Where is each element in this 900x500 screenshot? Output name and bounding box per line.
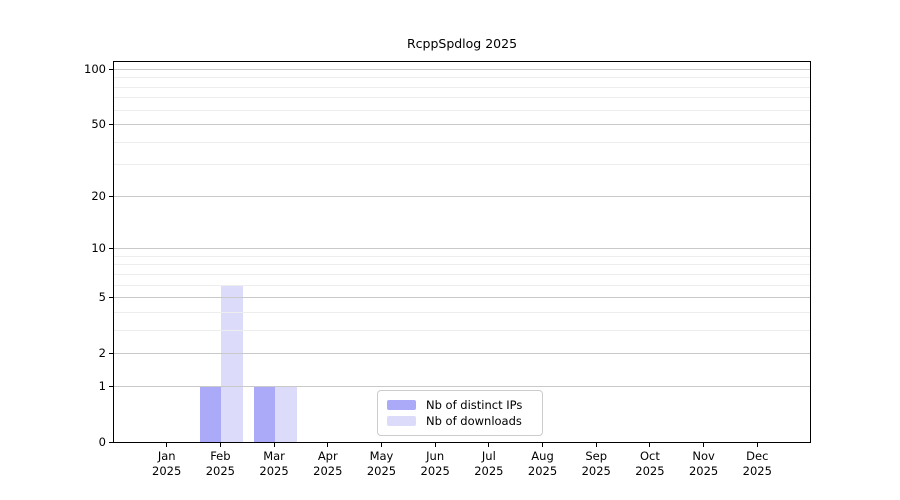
legend-label-downloads: Nb of downloads (426, 414, 522, 428)
x-axis-tick (273, 443, 275, 447)
x-axis-tick (434, 443, 436, 447)
x-axis-tick (756, 443, 758, 447)
gridline-minor (114, 77, 810, 79)
x-axis-tick (219, 443, 221, 447)
bar-feb-distinct-ips (199, 385, 222, 442)
bar-mar-distinct-ips (253, 385, 276, 442)
y-tick-label: 50 (91, 117, 106, 132)
gridline-major (114, 124, 810, 126)
y-axis-tick (109, 297, 113, 299)
y-tick-label: 2 (98, 346, 106, 361)
x-tick-label: Oct 2025 (635, 449, 665, 478)
gridline-minor (114, 329, 810, 331)
x-tick-label: Feb 2025 (205, 449, 236, 478)
y-axis-tick (109, 385, 113, 387)
legend-swatch-distinct-ips (387, 400, 416, 410)
gridline-major (114, 353, 810, 355)
gridline-minor (114, 255, 810, 257)
chart-title: RcppSpdlog 2025 (406, 36, 518, 51)
x-tick-label: Jul 2025 (474, 449, 504, 478)
legend-label-distinct-ips: Nb of distinct IPs (426, 398, 523, 412)
legend-entry-downloads: Nb of downloads (387, 413, 533, 429)
y-axis-tick (109, 353, 113, 355)
x-tick-label: Jun 2025 (420, 449, 450, 478)
gridline-minor (114, 141, 810, 143)
bar-feb-downloads (221, 284, 243, 442)
gridline-minor (114, 86, 810, 88)
x-tick-label: Aug 2025 (527, 449, 558, 478)
gridline-major (114, 248, 810, 250)
x-axis-tick (327, 443, 329, 447)
x-tick-label: Apr 2025 (313, 449, 343, 478)
x-tick-label: Dec 2025 (742, 449, 772, 478)
x-tick-label: Sep 2025 (581, 449, 611, 478)
y-axis-tick (109, 195, 113, 197)
x-tick-label: Jan 2025 (152, 449, 182, 478)
gridline-minor (114, 109, 810, 111)
x-tick-label: May 2025 (366, 449, 397, 478)
gridline-major (114, 297, 810, 299)
gridline-minor (114, 97, 810, 99)
gridline-major (114, 195, 810, 197)
gridline-minor (114, 264, 810, 266)
y-axis-tick (109, 124, 113, 126)
x-tick-label: Mar 2025 (259, 449, 289, 478)
y-tick-label: 10 (91, 241, 106, 256)
y-tick-label: 100 (84, 62, 106, 76)
y-tick-label: 20 (91, 188, 106, 203)
y-axis-tick (109, 442, 113, 443)
bar-mar-downloads (275, 385, 297, 442)
x-axis-tick (703, 443, 705, 447)
legend-entry-distinct-ips: Nb of distinct IPs (387, 397, 533, 413)
gridline-minor (114, 164, 810, 166)
x-axis-tick (595, 443, 597, 447)
x-axis-tick (380, 443, 382, 447)
y-tick-label: 1 (98, 378, 106, 393)
legend: Nb of distinct IPs Nb of downloads (377, 390, 543, 436)
legend-swatch-downloads (387, 416, 416, 426)
x-axis-tick (488, 443, 490, 447)
y-axis-tick (109, 248, 113, 250)
plot-area (113, 61, 811, 443)
y-axis-tick (109, 69, 113, 70)
gridline-minor (114, 311, 810, 313)
gridline-major (114, 69, 810, 70)
y-tick-label: 0 (98, 435, 106, 449)
gridline-minor (114, 273, 810, 275)
x-axis-tick (166, 443, 168, 447)
gridline-major (114, 385, 810, 387)
x-tick-label: Nov 2025 (688, 449, 719, 478)
gridline-minor (114, 284, 810, 286)
x-axis-tick (542, 443, 544, 447)
x-axis-tick (649, 443, 651, 447)
y-tick-label: 5 (98, 290, 106, 305)
